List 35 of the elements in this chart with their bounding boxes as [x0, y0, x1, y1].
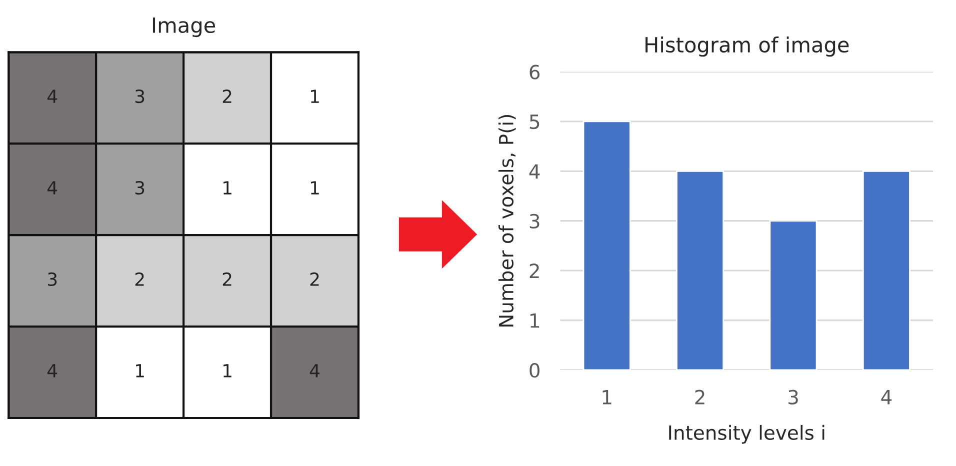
- y-tick-label: 4: [529, 164, 540, 179]
- data-label: 2: [135, 272, 144, 286]
- bar: [769, 220, 818, 370]
- data-label: 1: [311, 90, 319, 103]
- data-label: 4: [47, 181, 58, 194]
- data-label: 3: [135, 90, 144, 104]
- data-label: 1: [224, 181, 232, 194]
- y-tick-label: 3: [530, 214, 540, 229]
- x-tick-label: 2: [695, 390, 704, 404]
- bar: [582, 120, 631, 370]
- data-label: 4: [310, 364, 320, 378]
- data-label: 3: [135, 180, 144, 195]
- x-axis-title: Intensity levels i: [669, 424, 824, 444]
- data-label: 2: [310, 272, 319, 286]
- data-label: 2: [222, 272, 232, 286]
- y-tick-label: 6: [530, 64, 540, 80]
- chart-title: Histogram of image: [646, 36, 849, 57]
- bar: [676, 170, 724, 370]
- data-label: 1: [136, 364, 144, 378]
- data-label: 3: [48, 272, 57, 286]
- data-label: 1: [224, 364, 232, 378]
- x-tick-label: 1: [602, 390, 612, 404]
- y-tick-label: 0: [530, 362, 540, 378]
- bar: [862, 170, 910, 370]
- x-tick-label: 4: [881, 390, 892, 404]
- y-tick-label: 2: [530, 264, 539, 278]
- x-tick-label: 3: [788, 390, 798, 404]
- y-tick-label: 5: [530, 114, 540, 130]
- chart-title: Image: [152, 18, 216, 38]
- data-label: 4: [47, 90, 58, 103]
- y-tick-label: 1: [530, 314, 539, 328]
- data-label: 4: [47, 364, 58, 378]
- y-axis-title: Number of voxels, P(i): [498, 115, 516, 327]
- data-label: 2: [222, 90, 232, 103]
- data-label: 1: [311, 181, 319, 194]
